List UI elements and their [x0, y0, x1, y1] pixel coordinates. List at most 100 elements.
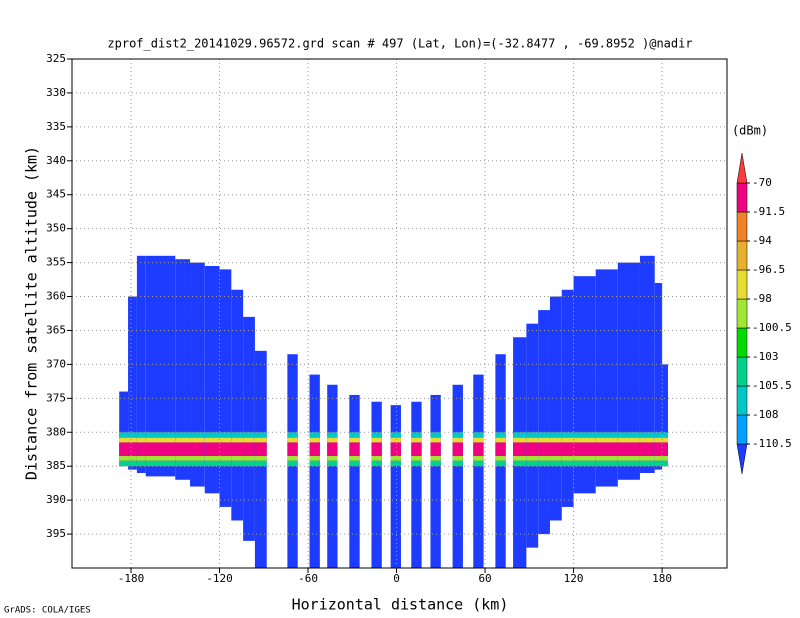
- band-cell: [136, 442, 146, 457]
- swath-column: [473, 374, 484, 568]
- band-cell: [219, 432, 232, 438]
- band-cell: [654, 437, 663, 443]
- band-cell: [371, 437, 382, 443]
- y-tick-label: 340: [46, 154, 66, 167]
- swath-column: [452, 384, 463, 568]
- band-cell: [219, 442, 232, 457]
- x-axis-label: Horizontal distance (km): [292, 596, 509, 614]
- band-cell: [145, 442, 176, 457]
- band-cell: [175, 437, 191, 443]
- band-cell: [526, 442, 539, 457]
- band-cell: [136, 456, 146, 461]
- swath-column: [411, 401, 422, 568]
- band-cell: [549, 442, 562, 457]
- band-cell: [662, 460, 668, 467]
- band-cell: [231, 456, 244, 461]
- colorbar-tick-label: -105.5: [752, 379, 792, 392]
- x-tick-label: 0: [393, 572, 400, 585]
- band-cell: [327, 437, 338, 443]
- band-cell: [231, 437, 244, 443]
- band-cell: [430, 437, 441, 443]
- swath-column: [538, 310, 550, 535]
- band-cell: [309, 432, 320, 438]
- swath-column: [561, 289, 574, 507]
- band-cell: [495, 442, 506, 457]
- colorbar-tick-label: -91.5: [752, 205, 785, 218]
- band-cell: [549, 432, 562, 438]
- band-cell: [349, 432, 360, 438]
- swath-column: [243, 316, 255, 541]
- band-cell: [452, 442, 463, 457]
- band-cell: [561, 442, 574, 457]
- x-tick-label: -60: [298, 572, 318, 585]
- band-cell: [473, 460, 484, 467]
- band-cell: [243, 460, 255, 467]
- band-cell: [549, 456, 562, 461]
- band-cell: [513, 432, 527, 438]
- band-cell: [561, 456, 574, 461]
- band-cell: [190, 437, 205, 443]
- x-tick-label: -180: [118, 572, 145, 585]
- band-cell: [128, 456, 137, 461]
- band-cell: [473, 437, 484, 443]
- band-cell: [473, 442, 484, 457]
- band-cell: [639, 437, 655, 443]
- band-cell: [327, 456, 338, 461]
- band-cell: [327, 460, 338, 467]
- band-cell: [349, 437, 360, 443]
- band-cell: [287, 456, 298, 461]
- swath-column: [327, 384, 338, 568]
- band-cell: [136, 437, 146, 443]
- band-cell: [204, 432, 220, 438]
- band-cell: [254, 460, 267, 467]
- band-cell: [430, 442, 441, 457]
- band-cell: [145, 460, 176, 467]
- band-cell: [538, 437, 550, 443]
- band-cell: [204, 442, 220, 457]
- band-cell: [561, 432, 574, 438]
- band-cell: [287, 432, 298, 438]
- band-cell: [495, 456, 506, 461]
- colorbar-cell: [736, 385, 748, 416]
- band-cell: [145, 456, 176, 461]
- y-tick-label: 375: [46, 391, 66, 404]
- colorbar-tick-label: -100.5: [752, 321, 792, 334]
- band-cell: [175, 432, 191, 438]
- swath-column: [128, 296, 137, 470]
- band-cell: [119, 460, 129, 467]
- band-cell: [145, 432, 176, 438]
- band-cell: [654, 456, 663, 461]
- band-cell: [119, 456, 129, 461]
- band-cell: [390, 456, 401, 461]
- band-cell: [573, 460, 596, 467]
- band-cell: [573, 432, 596, 438]
- band-cell: [219, 456, 232, 461]
- band-cell: [595, 437, 618, 443]
- band-cell: [287, 437, 298, 443]
- band-cell: [495, 437, 506, 443]
- band-cell: [219, 437, 232, 443]
- colorbar-low: [736, 443, 748, 475]
- band-cell: [662, 437, 668, 443]
- band-cell: [495, 460, 506, 467]
- band-cell: [526, 456, 539, 461]
- swath-column: [639, 255, 655, 473]
- band-cell: [452, 460, 463, 467]
- y-tick-label: 380: [46, 425, 66, 438]
- band-cell: [136, 460, 146, 467]
- field: [119, 255, 668, 568]
- band-cell: [390, 442, 401, 457]
- band-cell: [371, 460, 382, 467]
- band-cell: [190, 432, 205, 438]
- swath-column: [390, 405, 401, 568]
- band-cell: [617, 442, 640, 457]
- colorbar-cell: [736, 182, 748, 213]
- band-cell: [513, 437, 527, 443]
- footer: GrADS: COLA/IGES: [4, 606, 91, 616]
- swath-column: [309, 374, 320, 568]
- band-cell: [473, 432, 484, 438]
- band-cell: [452, 456, 463, 461]
- swath-column: [549, 296, 562, 521]
- band-cell: [538, 442, 550, 457]
